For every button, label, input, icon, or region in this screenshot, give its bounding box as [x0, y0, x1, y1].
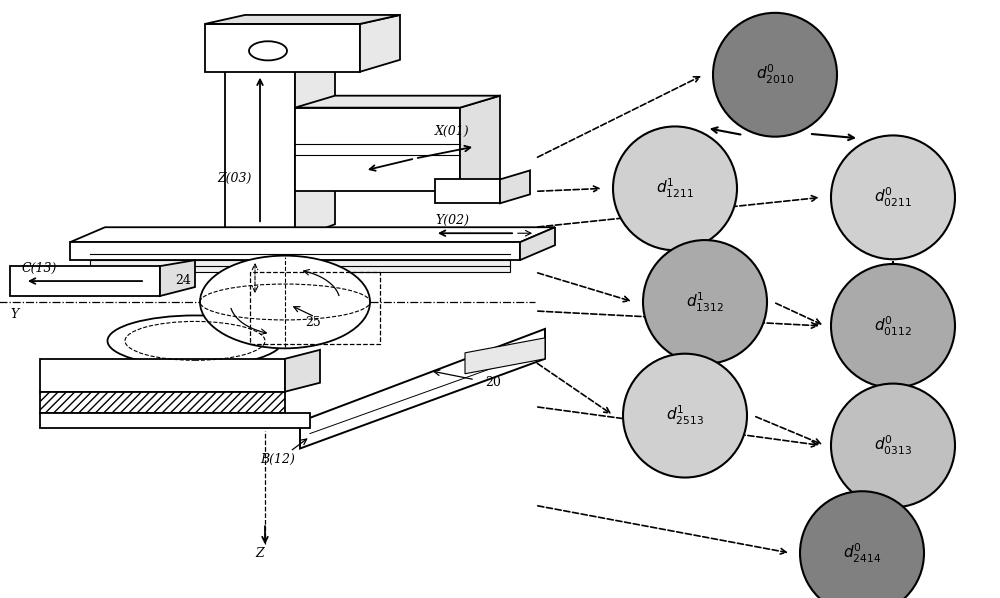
Text: Z: Z [255, 547, 264, 560]
Ellipse shape [831, 383, 955, 508]
Polygon shape [295, 21, 335, 239]
Polygon shape [160, 260, 195, 296]
Polygon shape [460, 96, 500, 191]
Text: $d_{1211}^{1}$: $d_{1211}^{1}$ [656, 177, 694, 200]
Polygon shape [70, 227, 555, 242]
Polygon shape [295, 108, 460, 191]
Text: $d_{0211}^{0}$: $d_{0211}^{0}$ [874, 186, 912, 209]
Polygon shape [520, 227, 555, 260]
Ellipse shape [713, 13, 837, 137]
Polygon shape [205, 15, 400, 24]
Polygon shape [360, 15, 400, 72]
Text: C(13): C(13) [22, 262, 57, 275]
Polygon shape [205, 24, 360, 72]
Ellipse shape [623, 353, 747, 478]
Text: 24: 24 [175, 274, 191, 287]
Polygon shape [285, 350, 320, 392]
Ellipse shape [613, 126, 737, 251]
Text: $d_{2414}^{0}$: $d_{2414}^{0}$ [843, 542, 881, 565]
Polygon shape [225, 21, 335, 30]
Ellipse shape [643, 240, 767, 364]
Text: Z(03): Z(03) [217, 172, 251, 185]
Text: Y(02): Y(02) [435, 214, 469, 227]
Ellipse shape [831, 264, 955, 388]
Text: $d_{2513}^{1}$: $d_{2513}^{1}$ [666, 404, 704, 427]
Polygon shape [40, 359, 285, 392]
Polygon shape [10, 266, 160, 296]
Text: 20: 20 [485, 376, 501, 389]
Polygon shape [465, 338, 545, 374]
Polygon shape [295, 96, 500, 108]
Text: X(01): X(01) [435, 124, 470, 138]
Polygon shape [300, 329, 545, 448]
Text: $d_{2010}^{0}$: $d_{2010}^{0}$ [756, 63, 794, 86]
Polygon shape [500, 170, 530, 203]
Polygon shape [225, 30, 295, 239]
Ellipse shape [200, 256, 370, 348]
Polygon shape [435, 179, 500, 203]
Ellipse shape [800, 491, 924, 598]
Polygon shape [70, 242, 520, 260]
Ellipse shape [108, 316, 283, 366]
Ellipse shape [831, 135, 955, 260]
Polygon shape [40, 413, 310, 428]
Text: $d_{0313}^{0}$: $d_{0313}^{0}$ [874, 434, 912, 457]
Polygon shape [90, 260, 510, 272]
Text: Y: Y [10, 308, 18, 321]
Text: $d_{1312}^{1}$: $d_{1312}^{1}$ [686, 291, 724, 313]
Text: B(12): B(12) [260, 453, 295, 466]
Text: $d_{0112}^{0}$: $d_{0112}^{0}$ [874, 315, 912, 337]
Polygon shape [40, 392, 285, 413]
Text: 25: 25 [305, 316, 321, 329]
